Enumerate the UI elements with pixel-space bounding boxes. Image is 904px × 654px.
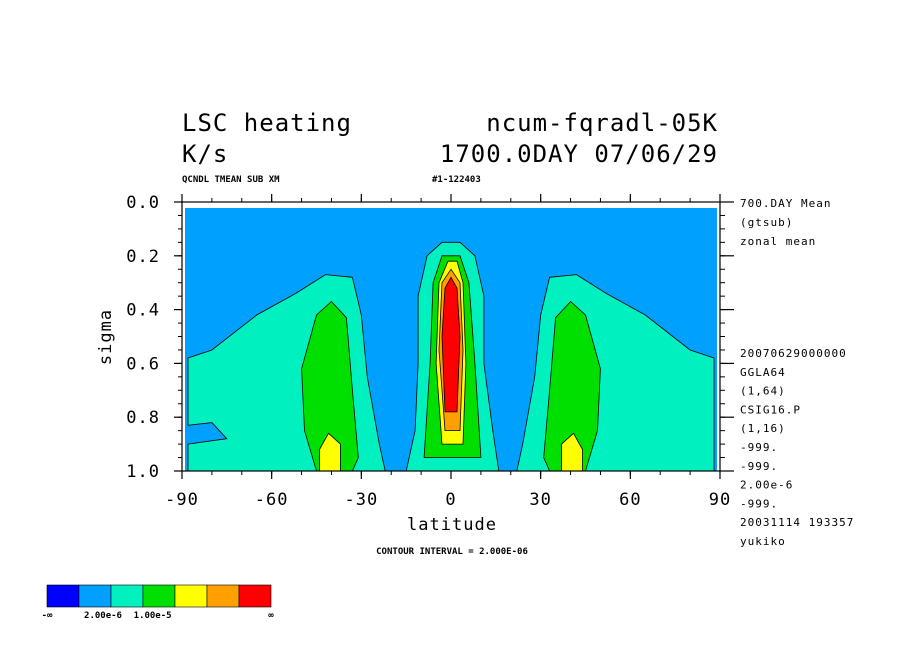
- side-info-bottom: 20070629000000 GGLA64 (1,64) CSIG16.P (1,16)…: [740, 347, 854, 548]
- contour-region-5: [561, 432, 583, 472]
- side-info-line: GGLA64: [740, 366, 786, 379]
- side-info-line: -999.: [740, 441, 778, 454]
- side-info-line: (1,16): [740, 422, 786, 435]
- y-tick-label: 0.6: [126, 354, 160, 374]
- legend-swatch: [174, 584, 208, 608]
- legend-label: -∞: [42, 611, 53, 621]
- title-experiment: ncum-fqradl-05K: [486, 109, 718, 137]
- legend-swatch: [46, 584, 80, 608]
- title-variable: LSC heating: [182, 109, 352, 137]
- title-time: 1700.0DAY 07/06/29: [440, 140, 718, 168]
- x-tick-label: -30: [344, 490, 378, 510]
- x-tick-label: 60: [619, 490, 641, 510]
- legend-swatch: [238, 584, 272, 608]
- side-info-line: -999.: [740, 460, 778, 473]
- y-axis: 0.0 0.2 0.4 0.6 0.8 1.0: [126, 193, 734, 482]
- color-legend: -∞ 2.00e-6 1.00e-5 ∞: [42, 584, 274, 621]
- side-info-line: 20070629000000: [740, 347, 847, 360]
- contour-interval: CONTOUR INTERVAL = 2.000E-06: [376, 547, 528, 557]
- y-axis-label: sigma: [96, 309, 116, 365]
- side-info-line: -999.: [740, 497, 778, 510]
- side-info-line: zonal mean: [740, 235, 816, 248]
- legend-swatch: [142, 584, 176, 608]
- y-tick-label: 0.2: [126, 247, 160, 267]
- side-info-line: 2.00e-6: [740, 479, 793, 492]
- y-tick-label: 1.0: [126, 462, 160, 482]
- legend-label: 1.00e-5: [134, 611, 172, 621]
- legend-swatch: [78, 584, 112, 608]
- contour-regions: [187, 241, 715, 472]
- contour-region-4: [319, 432, 341, 472]
- x-tick-label: 0: [445, 490, 456, 510]
- x-axis: -90 -60 -30 0 30 60 90: [165, 194, 731, 510]
- y-tick-label: 0.4: [126, 301, 160, 321]
- side-info-top: 700.DAY Mean (gtsub) zonal mean: [740, 197, 831, 248]
- legend-swatch: [206, 584, 240, 608]
- side-info-line: yukiko: [740, 535, 786, 548]
- legend-label: 2.00e-6: [84, 611, 122, 621]
- title-units: K/s: [182, 140, 228, 168]
- side-info-line: (gtsub): [740, 216, 793, 229]
- x-tick-label: -60: [255, 490, 289, 510]
- x-tick-label: 30: [529, 490, 551, 510]
- x-tick-label: 90: [709, 490, 731, 510]
- plot-area: -90 -60 -30 0 30 60 90 0.0 0.2 0.4 0.6 0.8 1.0: [126, 193, 734, 510]
- subtitle-left: QCNDL TMEAN SUB XM: [182, 175, 280, 185]
- side-info-line: (1,64): [740, 385, 786, 398]
- y-tick-label: 0.0: [126, 193, 160, 213]
- contour-region-2: [301, 300, 359, 472]
- contour-region-10: [441, 276, 461, 413]
- legend-swatch: [110, 584, 144, 608]
- y-tick-label: 0.8: [126, 408, 160, 428]
- subtitle-right: #1-122403: [432, 175, 481, 185]
- side-info-line: 700.DAY Mean: [740, 197, 831, 210]
- x-tick-label: -90: [165, 490, 199, 510]
- x-axis-label: latitude: [407, 515, 497, 535]
- contour-region-3: [543, 300, 601, 472]
- legend-label: ∞: [268, 611, 274, 621]
- side-info-line: CSIG16.P: [740, 403, 801, 416]
- side-info-line: 20031114 193357: [740, 516, 854, 529]
